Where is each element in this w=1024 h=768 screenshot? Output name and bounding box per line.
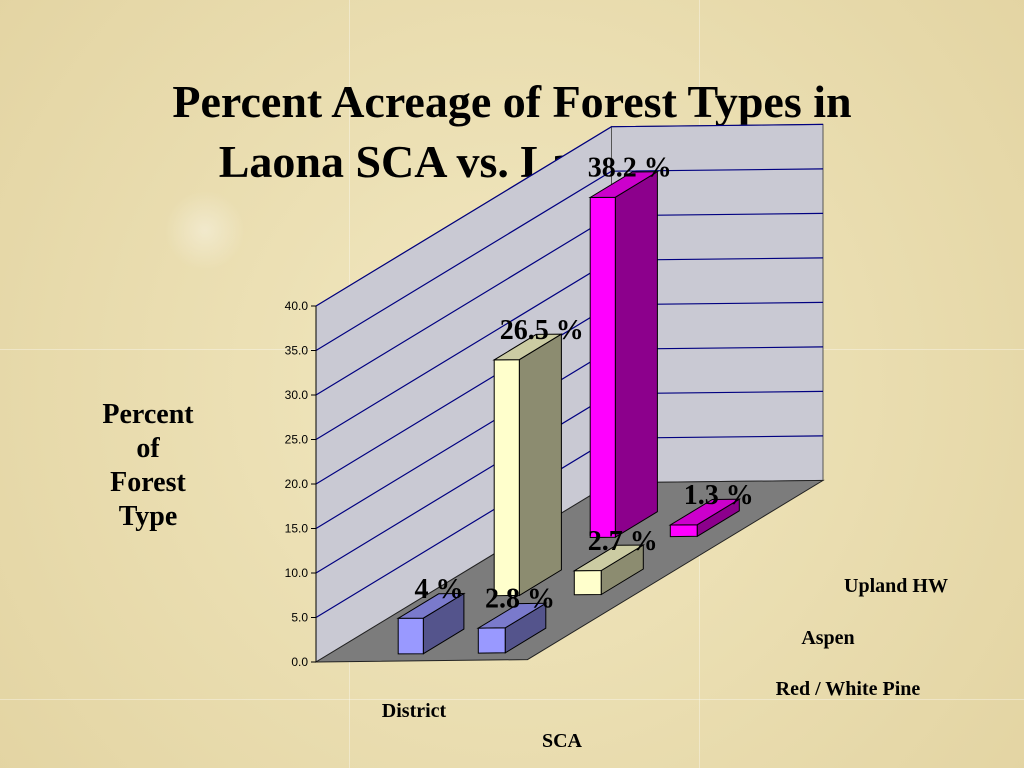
y-axis-label: Percent of Forest Type [78,398,218,534]
y-tick-label: 15.0 [285,522,309,536]
y-tick-label: 0.0 [291,655,308,669]
y-tick-label: 40.0 [285,299,309,313]
y-axis-label-line: Forest [110,467,186,498]
bar-side-face [614,170,658,539]
gridline [315,123,824,307]
y-axis-label-line: Percent [102,399,194,430]
y-tick-label: 10.0 [285,566,309,580]
bar-front-face [493,359,520,597]
bar-top-face [396,592,466,619]
data-label: 2.7 % [588,526,658,557]
x-category-label: District [382,700,447,722]
data-label: 4 % [415,574,464,605]
series-label: Upland HW [844,575,948,597]
chart-title-line: Percent Acreage of Forest Types in [172,76,852,127]
gridline [315,168,824,352]
y-axis-label-line: Type [118,501,178,532]
y-tick-label: 30.0 [285,388,309,402]
bar-front-face [669,524,698,538]
bar-front-face [573,569,602,596]
bar-front-face [589,196,616,539]
x-category-label: SCA [542,730,583,752]
bar-side-face [518,333,562,597]
data-label: 38.2 % [588,153,672,184]
y-tick-label: 5.0 [291,611,308,625]
series-label: Red / White Pine [776,678,921,700]
bar-top-face [668,498,742,526]
y-axis-label-line: of [136,433,160,464]
series-label: Aspen [801,627,854,649]
data-label: 2.8 % [485,584,555,615]
bar-top-face [572,544,646,572]
data-label: 26.5 % [500,315,584,346]
bar-top-face [476,602,548,629]
bar-front-face [477,627,506,654]
y-tick-label: 25.0 [285,433,309,447]
bar-top-face [492,333,564,361]
y-tick-label: 35.0 [285,344,309,358]
bar-top-face [588,171,660,199]
data-label: 1.3 % [684,480,754,511]
y-tick-label: 20.0 [285,477,309,491]
bar-front-face [397,617,424,655]
